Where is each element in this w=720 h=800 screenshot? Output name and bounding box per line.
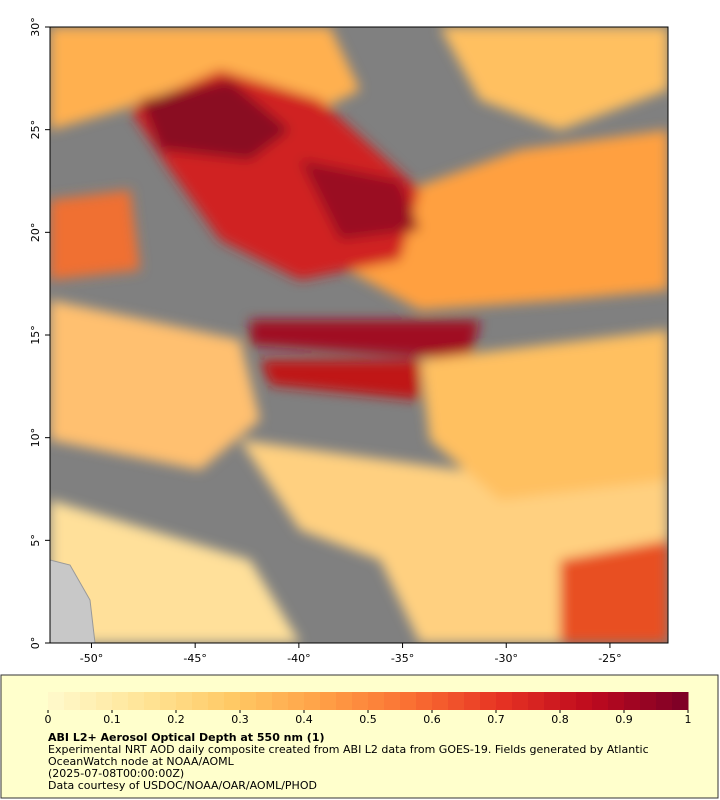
colorbar-step xyxy=(512,692,529,710)
colorbar-tick-label: 1 xyxy=(685,713,692,726)
colorbar-tick-label: 0.5 xyxy=(359,713,377,726)
colorbar-tick-label: 0.2 xyxy=(167,713,185,726)
y-tick-label: 25° xyxy=(29,120,42,140)
colorbar-step xyxy=(240,692,257,710)
colorbar-step xyxy=(624,692,641,710)
blob xyxy=(260,360,420,400)
colorbar-step xyxy=(144,692,161,710)
caption-title: ABI L2+ Aerosol Optical Depth at 550 nm … xyxy=(48,731,325,744)
y-tick-label: 30° xyxy=(29,17,42,37)
colorbar-step xyxy=(304,692,321,710)
colorbar-step xyxy=(528,692,545,710)
blob xyxy=(50,190,140,280)
colorbar-step xyxy=(464,692,481,710)
blob xyxy=(560,540,668,643)
colorbar-tick-label: 0.8 xyxy=(551,713,569,726)
colorbar-step xyxy=(192,692,209,710)
colorbar-step xyxy=(672,692,689,710)
colorbar-step xyxy=(640,692,657,710)
colorbar-step xyxy=(160,692,177,710)
colorbar-step xyxy=(480,692,497,710)
colorbar-step xyxy=(368,692,385,710)
x-tick-label: -25° xyxy=(598,652,621,665)
colorbar-step xyxy=(592,692,609,710)
blob xyxy=(250,320,480,360)
x-tick-label: -35° xyxy=(391,652,414,665)
caption-line: Experimental NRT AOD daily composite cre… xyxy=(48,743,649,768)
colorbar-step xyxy=(320,692,337,710)
colorbar-step xyxy=(176,692,193,710)
colorbar-step xyxy=(352,692,369,710)
x-tick-label: -45° xyxy=(183,652,206,665)
colorbar-tick-label: 0.1 xyxy=(103,713,121,726)
colorbar-tick-label: 0.6 xyxy=(423,713,441,726)
colorbar-step xyxy=(96,692,113,710)
colorbar-step xyxy=(496,692,513,710)
colorbar-step xyxy=(256,692,273,710)
y-tick-label: 15° xyxy=(29,325,42,345)
colorbar-step xyxy=(336,692,353,710)
colorbar-step xyxy=(48,692,65,710)
colorbar-step xyxy=(128,692,145,710)
colorbar-step xyxy=(64,692,81,710)
colorbar-tick-label: 0.9 xyxy=(615,713,633,726)
caption: ABI L2+ Aerosol Optical Depth at 550 nm … xyxy=(48,732,688,792)
blob xyxy=(330,130,668,310)
colorbar-step xyxy=(272,692,289,710)
colorbar-step xyxy=(448,692,465,710)
blob xyxy=(140,80,290,160)
y-tick-label: 20° xyxy=(29,223,42,243)
y-tick-label: 5° xyxy=(29,534,42,547)
x-tick-label: -30° xyxy=(495,652,518,665)
blob xyxy=(300,160,420,240)
blob xyxy=(440,27,668,130)
colorbar-tick-label: 0.4 xyxy=(295,713,313,726)
colorbar-step xyxy=(656,692,673,710)
colorbar-tick-label: 0.3 xyxy=(231,713,249,726)
blob xyxy=(420,330,668,500)
land xyxy=(50,559,96,643)
colorbar-step xyxy=(544,692,561,710)
colorbar-step xyxy=(576,692,593,710)
aerosol-blobs xyxy=(50,27,668,643)
colorbar-step xyxy=(384,692,401,710)
aod-field xyxy=(50,27,668,643)
colorbar-step xyxy=(224,692,241,710)
colorbar-step xyxy=(416,692,433,710)
caption-line: (2025-07-08T00:00:00Z) xyxy=(48,767,185,780)
colorbar-step xyxy=(560,692,577,710)
colorbar-step xyxy=(80,692,97,710)
y-tick-label: 10° xyxy=(29,428,42,448)
colorbar: 0 0.1 0.2 0.3 0.4 0.5 0.6 0.7 0.8 0.9 1 xyxy=(45,692,692,726)
colorbar-tick-label: 0.7 xyxy=(487,713,505,726)
x-tick-label: -50° xyxy=(80,652,103,665)
colorbar-step xyxy=(432,692,449,710)
blob xyxy=(50,300,260,470)
x-tick-label: -40° xyxy=(287,652,310,665)
colorbar-tick-label: 0 xyxy=(45,713,52,726)
colorbar-step xyxy=(288,692,305,710)
colorbar-step xyxy=(208,692,225,710)
y-tick-label: 0° xyxy=(29,637,42,650)
blob xyxy=(50,500,300,643)
colorbar-step xyxy=(608,692,625,710)
caption-line: Data courtesy of USDOC/NOAA/OAR/AOML/PHO… xyxy=(48,779,317,792)
colorbar-step xyxy=(112,692,129,710)
colorbar-step xyxy=(400,692,417,710)
